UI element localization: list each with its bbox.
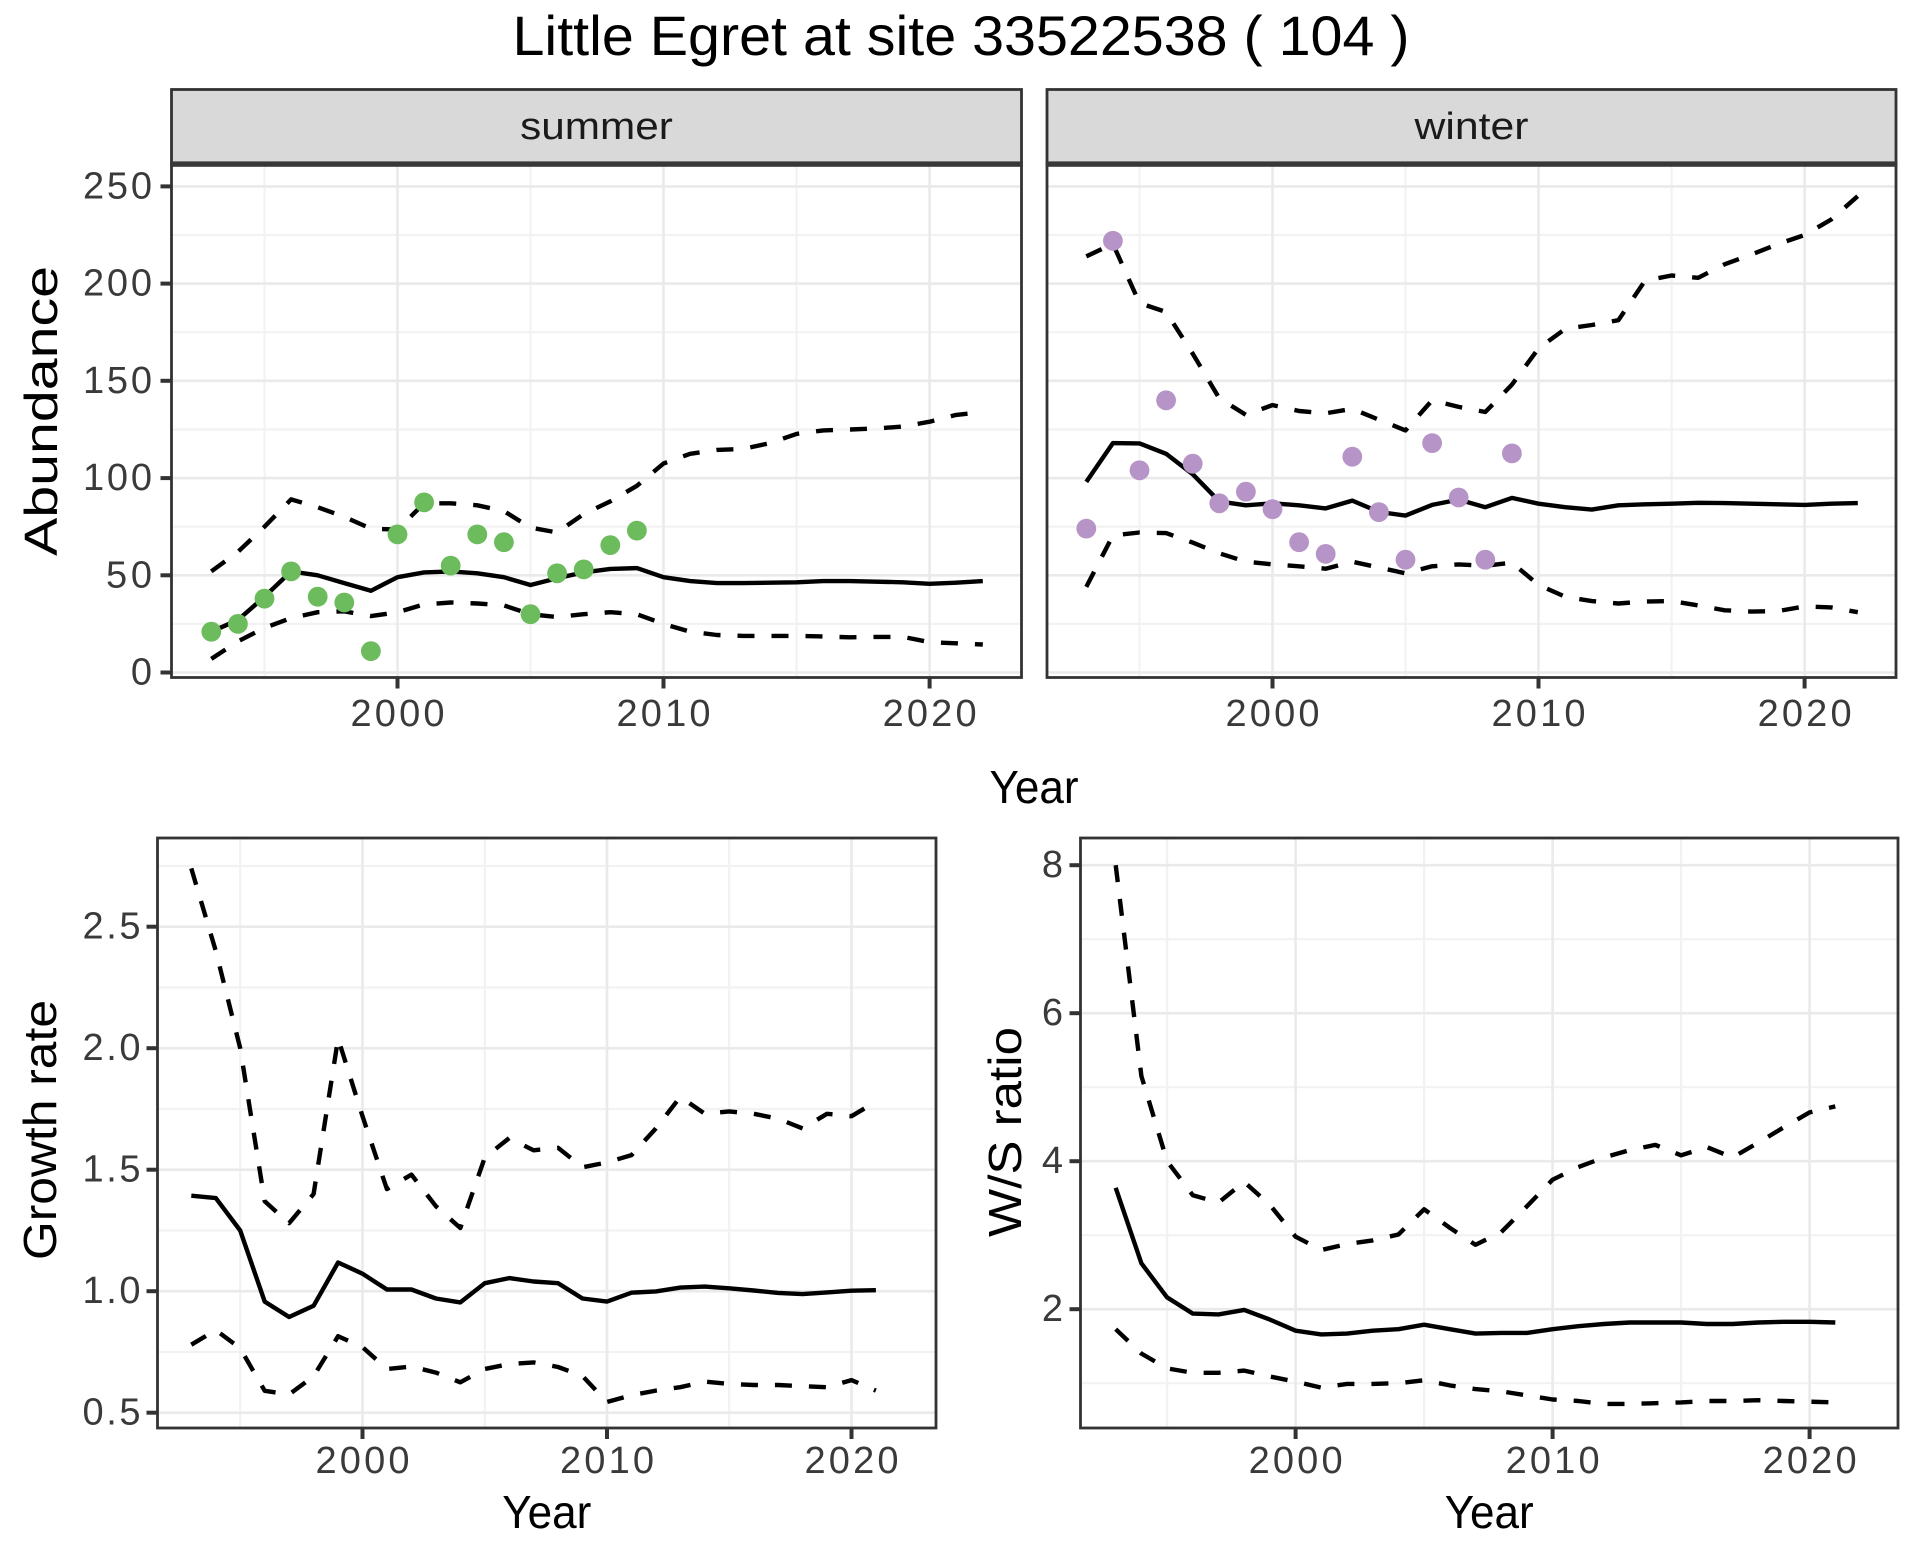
- svg-text:100: 100: [83, 457, 152, 499]
- svg-text:summer: summer: [520, 106, 673, 148]
- svg-text:Abundance: Abundance: [15, 266, 67, 556]
- svg-text:6: 6: [1042, 992, 1063, 1034]
- svg-text:4: 4: [1042, 1140, 1063, 1182]
- svg-text:0.5: 0.5: [83, 1392, 141, 1434]
- svg-text:1.5: 1.5: [83, 1149, 141, 1191]
- svg-text:150: 150: [83, 360, 152, 402]
- svg-text:1.0: 1.0: [83, 1270, 141, 1312]
- svg-text:0: 0: [131, 652, 152, 694]
- svg-text:W/S ratio: W/S ratio: [979, 1027, 1031, 1237]
- svg-text:2.5: 2.5: [83, 906, 141, 948]
- svg-text:2: 2: [1042, 1288, 1063, 1330]
- svg-text:200: 200: [83, 263, 152, 305]
- svg-text:2.0: 2.0: [83, 1027, 141, 1069]
- svg-text:Little Egret at site 33522538: Little Egret at site 33522538 ( 104 ): [513, 4, 1410, 67]
- svg-text:Year: Year: [990, 761, 1079, 813]
- svg-text:winter: winter: [1413, 106, 1529, 148]
- svg-text:250: 250: [83, 165, 152, 207]
- svg-text:8: 8: [1042, 844, 1063, 886]
- svg-text:Growth rate: Growth rate: [14, 1000, 66, 1260]
- svg-text:Year: Year: [502, 1486, 591, 1538]
- svg-text:Year: Year: [1445, 1486, 1534, 1538]
